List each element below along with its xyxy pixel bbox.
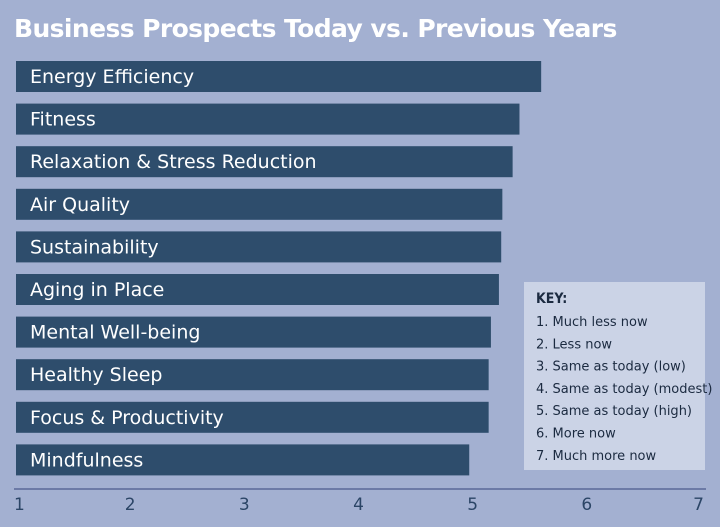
bar-group: Energy Efficiency (16, 61, 542, 92)
bar (16, 146, 513, 178)
key-box: KEY: 1. Much less now 2. Less now 3. Same … (524, 282, 712, 470)
bar (16, 61, 542, 92)
key-items: 1. Much less now 2. Less now 3. Same as to… (536, 315, 712, 464)
x-tick-label: 6 (581, 495, 592, 515)
bar-group: Mindfulness (16, 444, 470, 476)
x-tick-label: 2 (125, 495, 136, 515)
key-item: 1. Much less now (536, 315, 648, 330)
bar-group: Mental Well-being (16, 316, 491, 348)
key-item: 2. Less now (536, 337, 612, 352)
bar-group: Relaxation & Stress Reduction (16, 146, 513, 178)
bar-group: Healthy Sleep (16, 359, 489, 391)
x-tick-label: 1 (14, 495, 25, 515)
key-background (524, 282, 705, 470)
bar (16, 444, 470, 476)
bar (16, 401, 489, 433)
x-tick-label: 4 (353, 495, 364, 515)
bar-label: Healthy Sleep (30, 364, 162, 386)
x-tick-label: 7 (693, 495, 704, 515)
bar-label: Air Quality (30, 194, 130, 216)
key-item: 7. Much more now (536, 449, 657, 464)
bar-label: Mental Well-being (30, 322, 200, 344)
bar-group: Air Quality (16, 188, 503, 220)
bar (16, 231, 502, 263)
key-item: 4. Same as today (modest) (536, 382, 712, 397)
bar-group: Aging in Place (16, 274, 499, 305)
x-tick-label: 3 (239, 495, 250, 515)
bar-label: Sustainability (30, 236, 159, 258)
chart-title: Business Prospects Today vs. Previous Ye… (14, 14, 617, 43)
bar (16, 359, 489, 391)
bar-label: Fitness (30, 109, 96, 131)
bar-group: Focus & Productivity (16, 401, 489, 433)
bar (16, 103, 520, 135)
bar-label: Mindfulness (30, 449, 143, 471)
bar-group: Sustainability (16, 231, 502, 263)
bar-label: Energy Efficiency (30, 66, 194, 88)
bar (16, 274, 499, 305)
bar-label: Aging in Place (30, 279, 164, 301)
key-item: 5. Same as today (high) (536, 404, 692, 419)
bar-group: Fitness (16, 103, 520, 135)
x-axis-ticks: 1 2 3 4 5 6 7 (14, 495, 704, 515)
key-item: 6. More now (536, 427, 616, 442)
key-item: 3. Same as today (low) (536, 360, 686, 375)
bar (16, 188, 503, 220)
bar-label: Focus & Productivity (30, 407, 224, 429)
bars-group: Energy Efficiency Fitness Relaxation & Str… (16, 61, 542, 476)
bar-label: Relaxation & Stress Reduction (30, 151, 317, 173)
x-tick-label: 5 (467, 495, 478, 515)
key-title: KEY: (536, 291, 567, 307)
bar (16, 316, 491, 348)
